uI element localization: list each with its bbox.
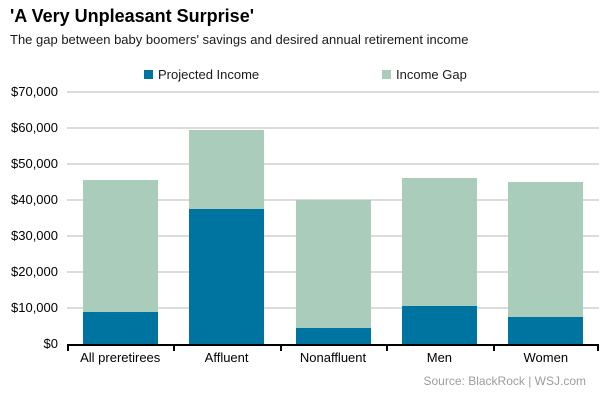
y-axis-tick-label: $0 (43, 336, 58, 351)
y-axis-tick-label: $30,000 (11, 228, 58, 243)
x-axis-tick (597, 346, 599, 351)
y-axis-tick-label: $50,000 (11, 156, 58, 171)
x-axis-tick (386, 346, 389, 351)
x-axis-category-label: Men (426, 350, 453, 365)
bar-segment-income-gap (401, 178, 477, 307)
y-axis-tick-label: $20,000 (11, 264, 58, 279)
x-axis-tick (173, 346, 176, 351)
x-axis-category-label: All preretirees (80, 350, 161, 365)
x-axis-category-label: Women (523, 350, 569, 365)
plot-area (67, 91, 599, 351)
chart-title: 'A Very Unpleasant Surprise' (10, 6, 254, 26)
y-axis-tick-label: $70,000 (11, 84, 58, 99)
legend-item-income-gap: Income Gap (382, 66, 467, 82)
bar-segment-projected-income (189, 209, 265, 344)
x-axis-tick (279, 346, 282, 351)
bar-segment-projected-income (508, 317, 584, 344)
x-axis-category-label: Affluent (204, 350, 249, 365)
x-axis-tick (67, 346, 69, 351)
x-axis-category-label: Nonaffluent (299, 350, 367, 365)
bar-segment-income-gap (508, 182, 584, 317)
bar-segment-projected-income (295, 327, 371, 344)
legend-item-projected-income: Projected Income (144, 66, 259, 82)
x-axis-tick (492, 346, 495, 351)
legend-swatch-projected-income-icon (144, 70, 153, 79)
bar-segment-projected-income (401, 306, 477, 344)
bar-segment-projected-income (82, 311, 158, 344)
bar-segment-income-gap (189, 129, 265, 209)
gridline (67, 199, 599, 201)
legend-swatch-income-gap-icon (382, 70, 391, 79)
legend-label-projected-income: Projected Income (158, 66, 260, 82)
y-axis-tick-label: $10,000 (11, 300, 58, 315)
y-axis-tick-label: $40,000 (11, 192, 58, 207)
bar-segment-income-gap (295, 200, 371, 328)
y-axis-tick-label: $60,000 (11, 120, 58, 135)
gridline (67, 91, 599, 93)
chart-subtitle: The gap between baby boomers' savings an… (10, 32, 469, 47)
bar-segment-income-gap (82, 180, 158, 312)
legend-label-income-gap: Income Gap (396, 66, 467, 82)
source-credit: Source: BlackRock | WSJ.com (423, 374, 587, 388)
gridline (67, 163, 599, 165)
gridline (67, 127, 599, 129)
